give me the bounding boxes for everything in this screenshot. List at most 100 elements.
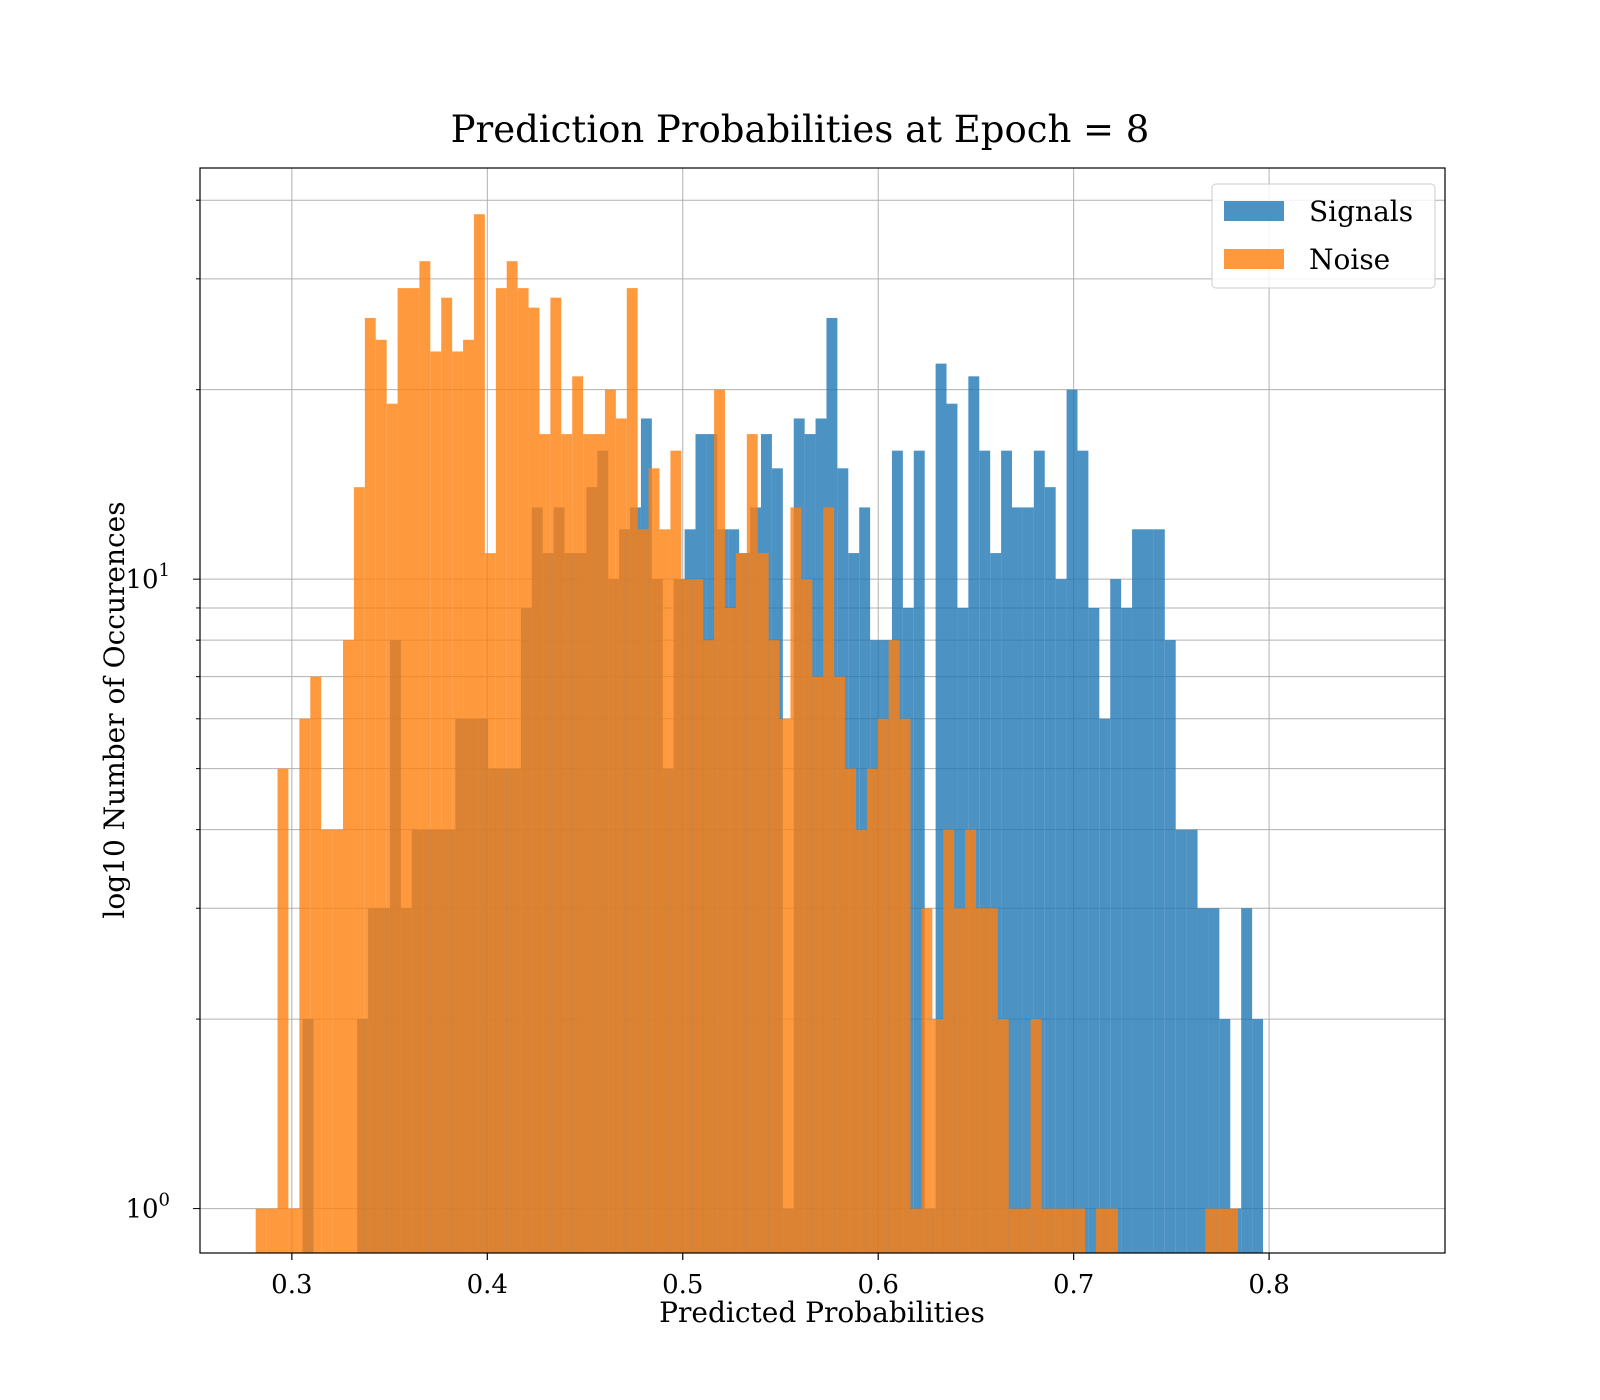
histogram-bar <box>1022 507 1034 1253</box>
histogram-bar <box>528 307 540 1253</box>
histogram-bar <box>1153 529 1165 1253</box>
histogram-bar <box>735 553 747 1253</box>
histogram-bar <box>746 434 758 1253</box>
histogram-bar <box>1110 579 1122 1253</box>
histogram-bar <box>277 768 289 1253</box>
histogram-bar <box>1052 1208 1064 1253</box>
histogram-bar <box>979 450 991 1253</box>
histogram-bar <box>1142 529 1154 1253</box>
histogram-bar <box>1055 579 1067 1253</box>
histogram-bar <box>990 553 1002 1253</box>
histogram-bar <box>986 908 998 1253</box>
histogram-bar <box>1197 908 1209 1253</box>
histogram-bar <box>572 376 584 1253</box>
histogram-bars <box>255 214 1264 1254</box>
histogram-bar <box>946 403 958 1253</box>
histogram-bar <box>626 288 638 1253</box>
histogram-bar <box>943 829 955 1253</box>
histogram-bar <box>441 297 453 1253</box>
histogram-bar <box>539 434 551 1253</box>
x-tick-label: 0.7 <box>1053 1270 1094 1300</box>
histogram-bar <box>1175 829 1187 1253</box>
histogram-bar <box>1012 507 1023 1253</box>
histogram-bar <box>430 351 442 1253</box>
histogram-bar <box>1219 1019 1231 1253</box>
x-tick-label: 0.3 <box>271 1270 312 1300</box>
legend-swatch-noise <box>1224 249 1284 269</box>
chart-title: Prediction Probabilities at Epoch = 8 <box>451 108 1150 151</box>
histogram-bar <box>1063 1208 1075 1253</box>
histogram-bar <box>495 288 507 1253</box>
histogram-bar <box>353 487 365 1253</box>
histogram-bar <box>1205 1208 1217 1253</box>
histogram-bar <box>637 529 649 1253</box>
histogram-bar <box>1132 529 1143 1253</box>
histogram-bar <box>659 529 671 1253</box>
histogram-bar <box>801 579 813 1253</box>
histogram-bar <box>397 288 409 1253</box>
histogram-bar <box>615 418 627 1254</box>
histogram-bar <box>1088 607 1100 1253</box>
histogram-bar <box>1252 1019 1264 1253</box>
histogram-bar <box>1208 908 1220 1253</box>
x-axis-ticks: 0.3 0.4 0.5 0.6 0.7 0.8 <box>271 1253 1290 1300</box>
histogram-bar <box>583 434 595 1253</box>
histogram-bar <box>375 339 387 1254</box>
histogram-bar <box>1041 1208 1053 1253</box>
histogram-bar <box>855 829 867 1253</box>
histogram-bar <box>968 376 980 1253</box>
x-tick-label: 0.4 <box>467 1270 508 1300</box>
histogram-bar <box>1164 640 1176 1253</box>
histogram-bar <box>681 579 693 1253</box>
histogram-bar <box>1216 1208 1228 1253</box>
histogram-bar <box>834 676 846 1253</box>
histogram-bar <box>452 351 464 1253</box>
histogram-bar <box>877 718 889 1253</box>
histogram-bar <box>604 389 616 1253</box>
histogram-bar <box>463 339 474 1254</box>
histogram-bar <box>1044 487 1056 1253</box>
histogram-bar <box>1186 829 1198 1253</box>
histogram-bar <box>724 607 736 1253</box>
histogram-bar <box>935 363 947 1253</box>
histogram-bar <box>561 434 573 1253</box>
x-tick-label: 0.5 <box>662 1270 703 1300</box>
histogram-bar <box>1099 718 1111 1253</box>
histogram-bar <box>997 1019 1009 1253</box>
histogram-bar <box>976 908 987 1253</box>
histogram-bar <box>910 1208 922 1253</box>
histogram-bar <box>484 553 496 1253</box>
histogram-bar <box>866 768 878 1253</box>
histogram-bar <box>310 676 322 1253</box>
histogram-bar <box>1019 1208 1031 1253</box>
histogram-bar <box>648 468 660 1253</box>
histogram-bar <box>692 579 704 1253</box>
histogram-bar <box>550 297 562 1253</box>
histogram-bar <box>1030 1019 1042 1253</box>
histogram-bar <box>1096 1208 1107 1253</box>
histogram-bar <box>332 829 344 1253</box>
histogram-bar <box>473 214 485 1254</box>
histogram-bar <box>954 908 966 1253</box>
y-axis-label: log10 Number of Occurences <box>98 501 131 918</box>
histogram-bar <box>1241 908 1253 1253</box>
histogram-bar <box>768 640 780 1253</box>
histogram-bar <box>321 829 333 1253</box>
histogram-bar <box>1001 450 1013 1253</box>
histogram-bar <box>266 1208 278 1253</box>
histogram-bar <box>506 261 518 1254</box>
histogram-bar <box>932 1019 944 1253</box>
histogram-bar <box>1008 1208 1020 1253</box>
histogram-bar <box>1227 1208 1238 1253</box>
histogram-bar <box>1121 607 1133 1253</box>
histogram-bar <box>899 718 911 1253</box>
histogram-bar <box>714 389 725 1253</box>
legend-label-signals: Signals <box>1309 195 1413 228</box>
series-noise <box>255 214 1238 1254</box>
histogram-bar <box>364 317 376 1253</box>
histogram-bar <box>703 640 715 1253</box>
histogram-bar <box>408 288 420 1253</box>
histogram-bar <box>965 829 977 1253</box>
plot-frame <box>199 167 1446 1254</box>
